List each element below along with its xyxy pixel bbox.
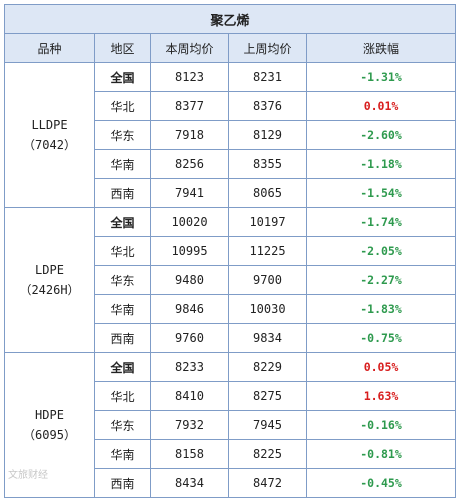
grade-cell: HDPE （6095） bbox=[4, 352, 95, 498]
grade-cell: LLDPE （7042） bbox=[4, 62, 95, 208]
this-week-price-cell: 9846 bbox=[150, 294, 229, 324]
region-cell: 华东 bbox=[94, 120, 151, 150]
grade-name: LDPE bbox=[35, 263, 64, 277]
last-week-price-cell: 8129 bbox=[228, 120, 307, 150]
this-week-price-cell: 8377 bbox=[150, 91, 229, 121]
change-cell: -0.81% bbox=[305, 439, 457, 469]
table-row: 华东 9480 9700 -2.27% bbox=[5, 265, 457, 295]
grade-code: （6095） bbox=[23, 428, 76, 442]
last-week-price-cell: 10030 bbox=[228, 294, 307, 324]
region-cell: 华南 bbox=[94, 294, 151, 324]
region-cell: 西南 bbox=[94, 468, 151, 498]
last-week-price-cell: 8065 bbox=[228, 178, 307, 208]
region-cell: 华南 bbox=[94, 439, 151, 469]
grade-code: （7042） bbox=[23, 138, 76, 152]
header-this-week: 本周均价 bbox=[150, 33, 229, 63]
last-week-price-cell: 8472 bbox=[228, 468, 307, 498]
table-row: LLDPE （7042） 全国 8123 8231 -1.31% bbox=[4, 62, 457, 208]
polyethylene-price-table: 聚乙烯 品种 地区 本周均价 上周均价 涨跌幅 LLDPE （7042） 全国 812… bbox=[3, 4, 457, 498]
change-cell: -0.75% bbox=[305, 323, 457, 353]
change-cell: -1.31% bbox=[305, 62, 457, 92]
last-week-price-cell: 11225 bbox=[228, 236, 307, 266]
table-row: HDPE （6095） 全国 8233 8229 0.05% bbox=[4, 352, 457, 498]
change-cell: -0.16% bbox=[305, 410, 457, 440]
region-cell: 华东 bbox=[94, 410, 151, 440]
region-cell: 华东 bbox=[94, 265, 151, 295]
header-change: 涨跌幅 bbox=[305, 33, 457, 63]
this-week-price-cell: 7932 bbox=[150, 410, 229, 440]
change-cell: -2.27% bbox=[305, 265, 457, 295]
change-cell: 1.63% bbox=[305, 381, 457, 411]
table-row: 西南 7941 8065 -1.54% bbox=[5, 178, 457, 208]
region-cell: 全国 bbox=[94, 207, 151, 237]
last-week-price-cell: 8275 bbox=[228, 381, 307, 411]
region-cell: 华南 bbox=[94, 149, 151, 179]
header-grade: 品种 bbox=[4, 33, 95, 63]
grade-code: （2426H） bbox=[19, 283, 80, 297]
change-cell: -0.45% bbox=[305, 468, 457, 498]
change-cell: -1.83% bbox=[305, 294, 457, 324]
this-week-price-cell: 8158 bbox=[150, 439, 229, 469]
header-last-week: 上周均价 bbox=[228, 33, 307, 63]
watermark: 文旅财经 bbox=[8, 470, 48, 481]
table-header-row: 品种 地区 本周均价 上周均价 涨跌幅 bbox=[4, 33, 457, 63]
region-cell: 全国 bbox=[94, 62, 151, 92]
last-week-price-cell: 10197 bbox=[228, 207, 307, 237]
table-title: 聚乙烯 bbox=[3, 4, 457, 34]
this-week-price-cell: 9760 bbox=[150, 323, 229, 353]
region-cell: 西南 bbox=[94, 178, 151, 208]
last-week-price-cell: 8229 bbox=[228, 352, 307, 382]
last-week-price-cell: 8376 bbox=[228, 91, 307, 121]
table-title-row: 聚乙烯 bbox=[3, 4, 457, 34]
this-week-price-cell: 8434 bbox=[150, 468, 229, 498]
this-week-price-cell: 8410 bbox=[150, 381, 229, 411]
grade-name: LLDPE bbox=[31, 118, 68, 132]
region-cell: 全国 bbox=[94, 352, 151, 382]
header-region: 地区 bbox=[94, 33, 151, 63]
change-cell: -2.60% bbox=[305, 120, 457, 150]
region-cell: 华北 bbox=[94, 381, 151, 411]
this-week-price-cell: 7941 bbox=[150, 178, 229, 208]
change-cell: -1.18% bbox=[305, 149, 457, 179]
table-row: 华南 8158 8225 -0.81% bbox=[5, 439, 457, 469]
last-week-price-cell: 8231 bbox=[228, 62, 307, 92]
grade-cell: LDPE （2426H） bbox=[4, 207, 95, 353]
this-week-price-cell: 9480 bbox=[150, 265, 229, 295]
change-cell: -1.54% bbox=[305, 178, 457, 208]
change-cell: -1.74% bbox=[305, 207, 457, 237]
this-week-price-cell: 7918 bbox=[150, 120, 229, 150]
region-cell: 华北 bbox=[94, 91, 151, 121]
table-row: LDPE （2426H） 全国 10020 10197 -1.74% bbox=[4, 207, 457, 353]
grade-name: HDPE bbox=[35, 408, 64, 422]
table-body: LLDPE （7042） 全国 8123 8231 -1.31% 华北 8377 8376 0.0… bbox=[4, 62, 457, 498]
table-row: 华北 8410 8275 1.63% bbox=[5, 381, 457, 411]
this-week-price-cell: 10020 bbox=[150, 207, 229, 237]
last-week-price-cell: 8355 bbox=[228, 149, 307, 179]
last-week-price-cell: 9834 bbox=[228, 323, 307, 353]
this-week-price-cell: 8123 bbox=[150, 62, 229, 92]
region-cell: 华北 bbox=[94, 236, 151, 266]
last-week-price-cell: 9700 bbox=[228, 265, 307, 295]
table-row: 华南 8256 8355 -1.18% bbox=[5, 149, 457, 179]
this-week-price-cell: 8233 bbox=[150, 352, 229, 382]
table-row: 华东 7918 8129 -2.60% bbox=[5, 120, 457, 150]
region-cell: 西南 bbox=[94, 323, 151, 353]
table-row: 华南 9846 10030 -1.83% bbox=[5, 294, 457, 324]
this-week-price-cell: 10995 bbox=[150, 236, 229, 266]
this-week-price-cell: 8256 bbox=[150, 149, 229, 179]
last-week-price-cell: 8225 bbox=[228, 439, 307, 469]
table-row: 华北 10995 11225 -2.05% bbox=[5, 236, 457, 266]
change-cell: 0.05% bbox=[305, 352, 457, 382]
table-row: 华北 8377 8376 0.01% bbox=[5, 91, 457, 121]
change-cell: 0.01% bbox=[305, 91, 457, 121]
change-cell: -2.05% bbox=[305, 236, 457, 266]
last-week-price-cell: 7945 bbox=[228, 410, 307, 440]
table-row: 西南 9760 9834 -0.75% bbox=[5, 323, 457, 353]
